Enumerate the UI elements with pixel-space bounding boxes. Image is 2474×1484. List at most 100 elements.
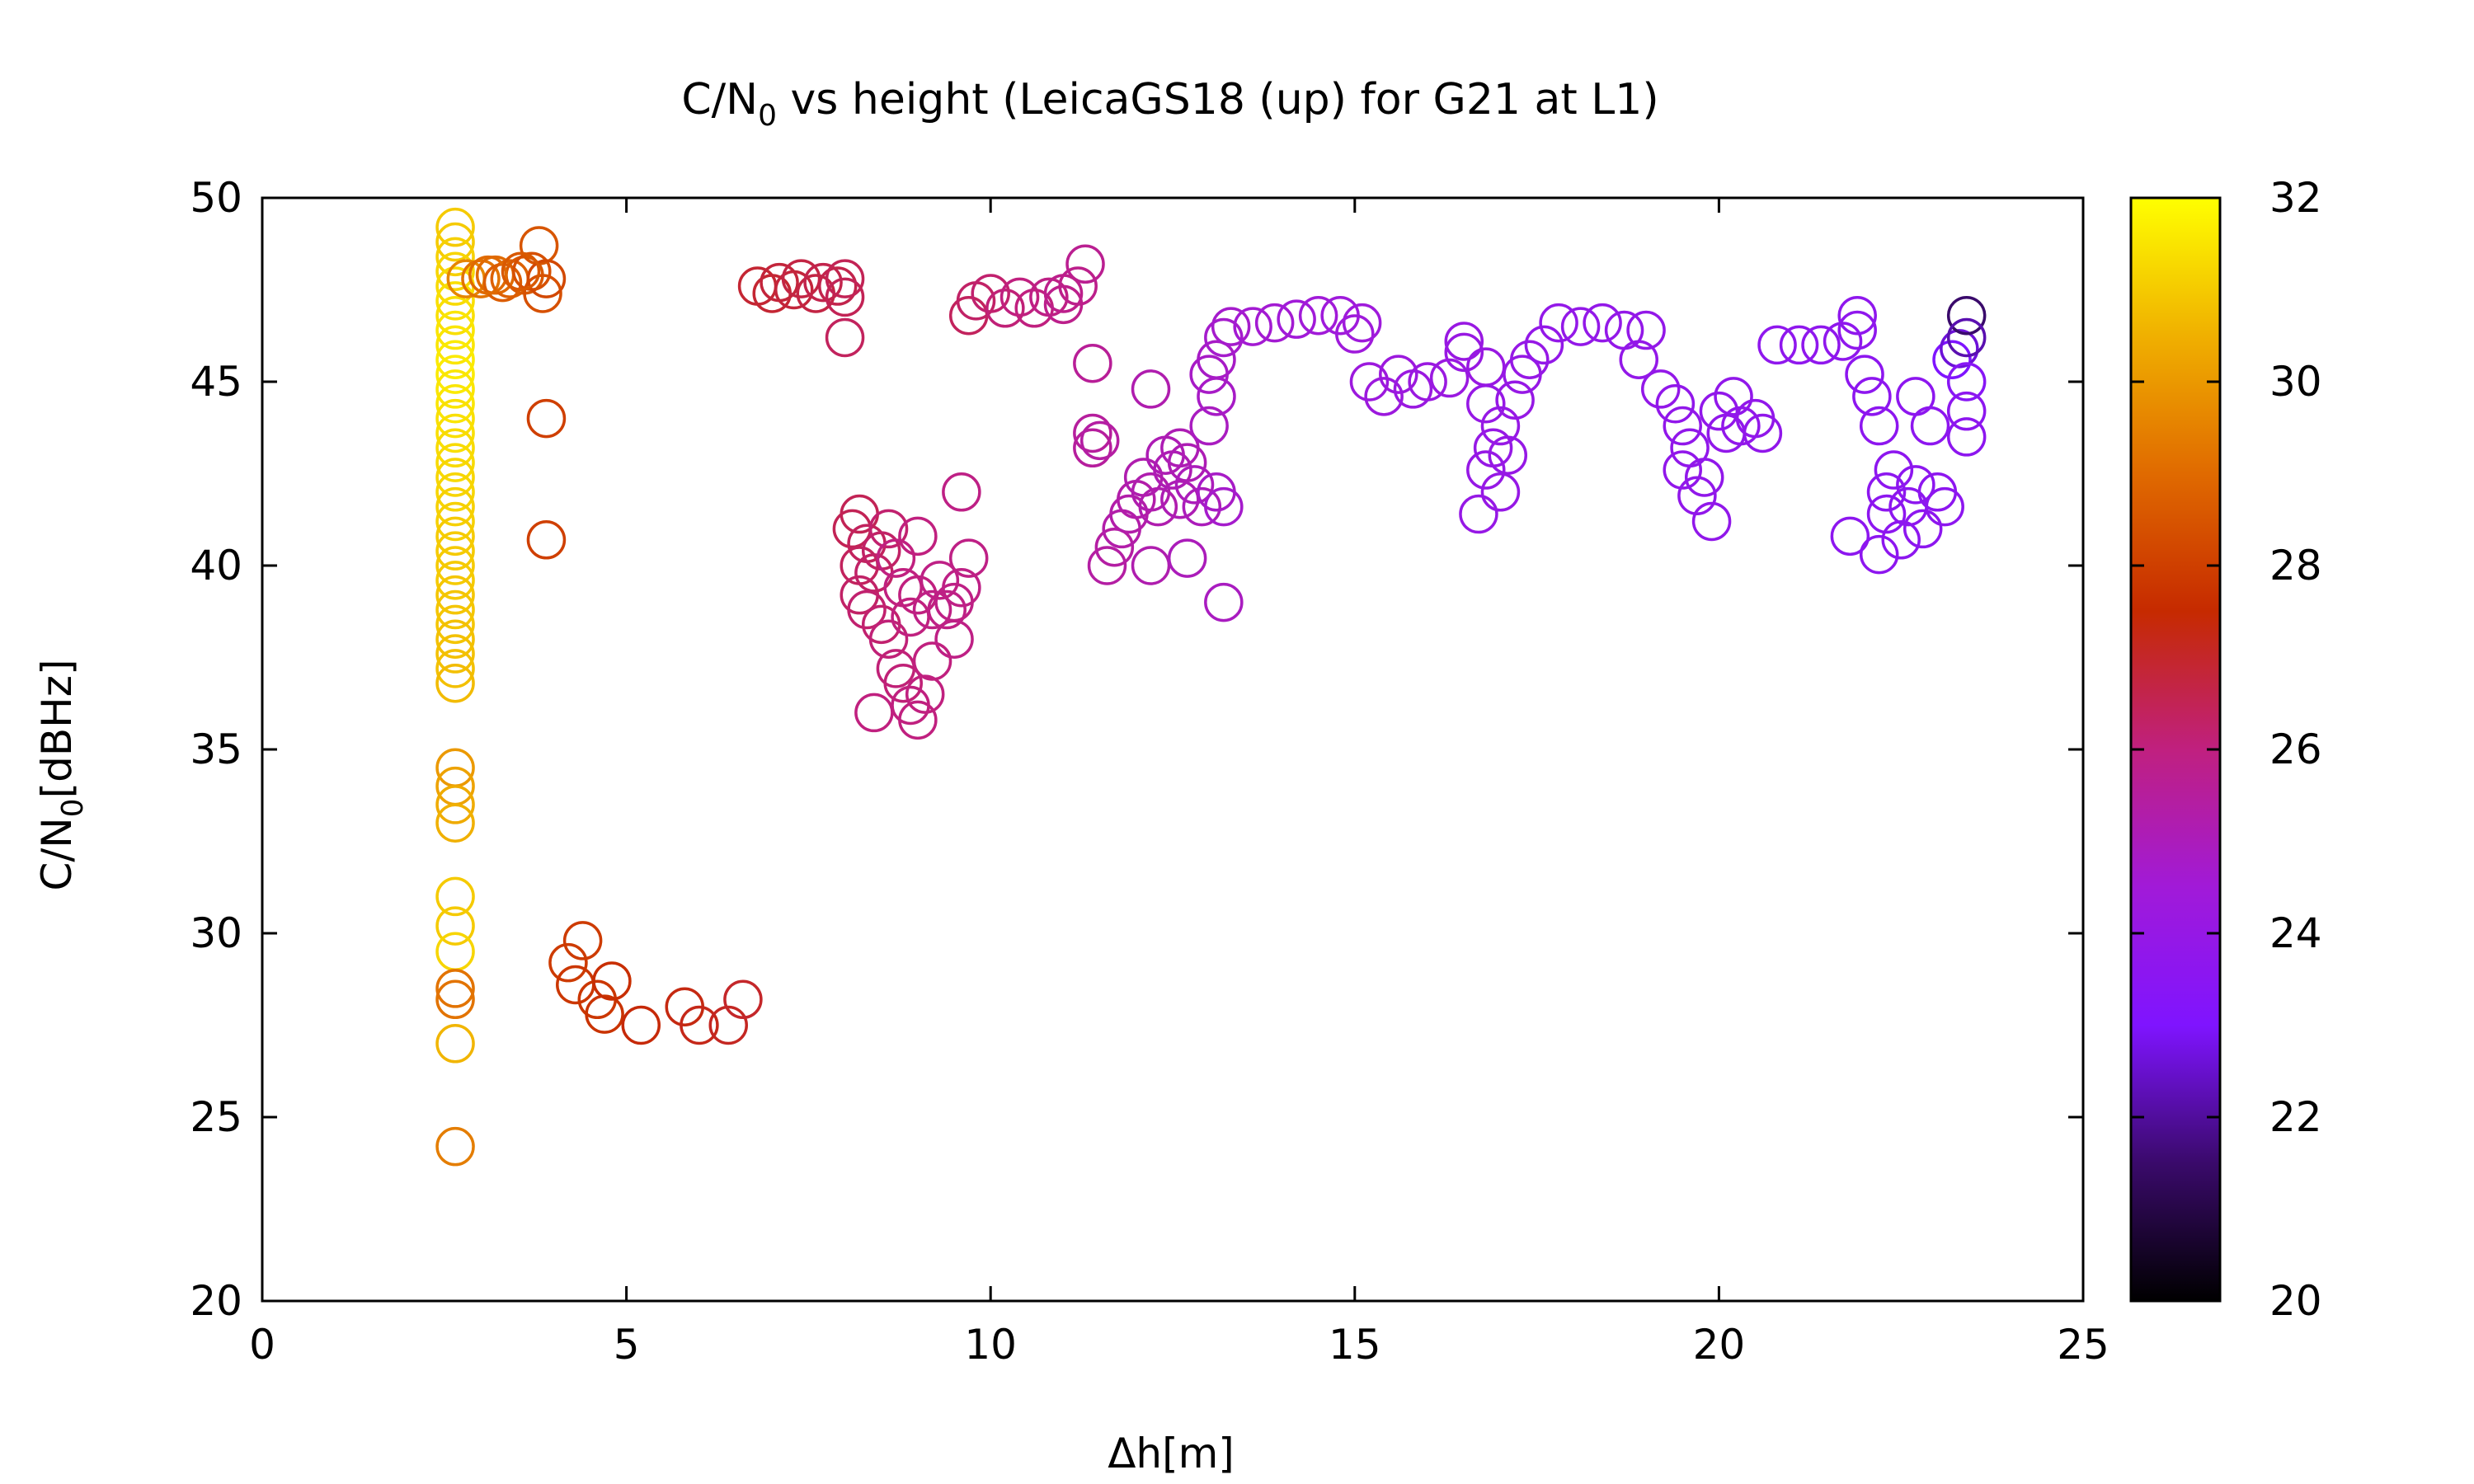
x-axis-label: Δh[m] [1108,1430,1235,1477]
data-point [435,575,475,615]
data-point [592,961,632,1001]
data-point [825,259,865,298]
data-point [1145,435,1185,475]
data-point [948,295,989,336]
data-point [1408,362,1447,402]
data-point [435,281,475,321]
data-point [1874,450,1914,490]
data-point [1073,413,1112,453]
data-point [723,979,763,1020]
y-tick-label: 40 [190,542,242,589]
data-point [519,226,559,265]
data-point [1131,369,1171,409]
data-point [1204,582,1244,622]
data-point [1277,299,1316,339]
data-point [435,589,475,630]
y-tick-label: 35 [190,726,242,773]
x-tick-label: 20 [1693,1321,1746,1369]
data-point [1510,340,1550,379]
colorbar-tick-label: 32 [2269,174,2322,222]
data-point [781,259,821,298]
y-tick-label: 20 [190,1277,242,1325]
data-point [898,516,938,556]
colorbar-tick-label: 28 [2269,542,2322,589]
data-point [1167,443,1207,482]
data-point [435,413,475,453]
data-point [435,325,475,365]
data-point [435,516,475,556]
data-point [621,1005,661,1045]
data-point [1881,520,1921,560]
data-point [1539,303,1578,343]
plot-frame [261,196,2085,1303]
data-point [920,561,960,600]
data-point [1583,303,1622,343]
data-point [1946,317,1987,358]
data-point [1473,428,1513,468]
data-point [435,472,475,512]
data-point [435,969,475,1008]
data-point [435,634,475,674]
data-point [1823,322,1863,361]
data-point [435,501,475,542]
data-point [526,520,567,560]
data-point [1903,509,1943,549]
data-point [1946,417,1987,457]
data-point [435,310,475,350]
data-point [898,700,938,740]
data-point [435,561,475,600]
data-point [435,355,475,394]
data-point [435,979,475,1020]
data-point [680,1005,719,1045]
data-point [1852,377,1892,416]
colorbar-tick-label: 26 [2269,726,2322,773]
data-point [1073,343,1112,383]
data-point [999,277,1040,317]
data-point [825,317,865,358]
y-tick-label: 30 [190,909,242,957]
data-point [1364,377,1404,416]
data-point [1182,486,1222,527]
data-point [1065,244,1105,284]
data-point [847,589,887,630]
data-point [1743,413,1783,453]
data-point [435,486,475,527]
data-point [1663,406,1702,446]
data-point [435,251,475,291]
data-point [461,259,501,298]
data-point [1896,465,1935,505]
data-point [1298,295,1338,336]
colorbar: 20 22 24 26 28 30 32 [2129,174,2322,1325]
data-point [854,693,894,733]
data-point [1087,546,1127,585]
data-point [435,237,475,277]
x-tick-label: 0 [249,1321,275,1369]
data-point [1254,303,1295,343]
y-tick-label: 50 [190,174,242,222]
colorbar-tick-label: 30 [2269,358,2322,406]
data-point [891,597,930,637]
data-point [435,619,475,659]
x-tick-label: 5 [614,1321,640,1369]
data-point [1946,362,1987,402]
data-point [435,428,475,468]
data-point [1211,307,1251,346]
data-point [905,674,945,714]
x-tick-label: 25 [2057,1321,2109,1369]
data-point [1757,325,1797,365]
colorbar-tick-label: 22 [2269,1093,2322,1141]
data-point [435,546,475,585]
data-point [985,289,1025,328]
data-point [1079,420,1120,461]
data-points [435,207,1987,1167]
data-point [1932,340,1972,379]
data-point [1349,362,1390,402]
colorbar-tick-label: 20 [2269,1277,2322,1325]
colorbar-gradient [2129,196,2222,1303]
data-point [927,589,967,630]
data-point [526,259,567,298]
data-point [1655,384,1696,424]
data-point [523,274,562,313]
data-point [912,589,952,630]
